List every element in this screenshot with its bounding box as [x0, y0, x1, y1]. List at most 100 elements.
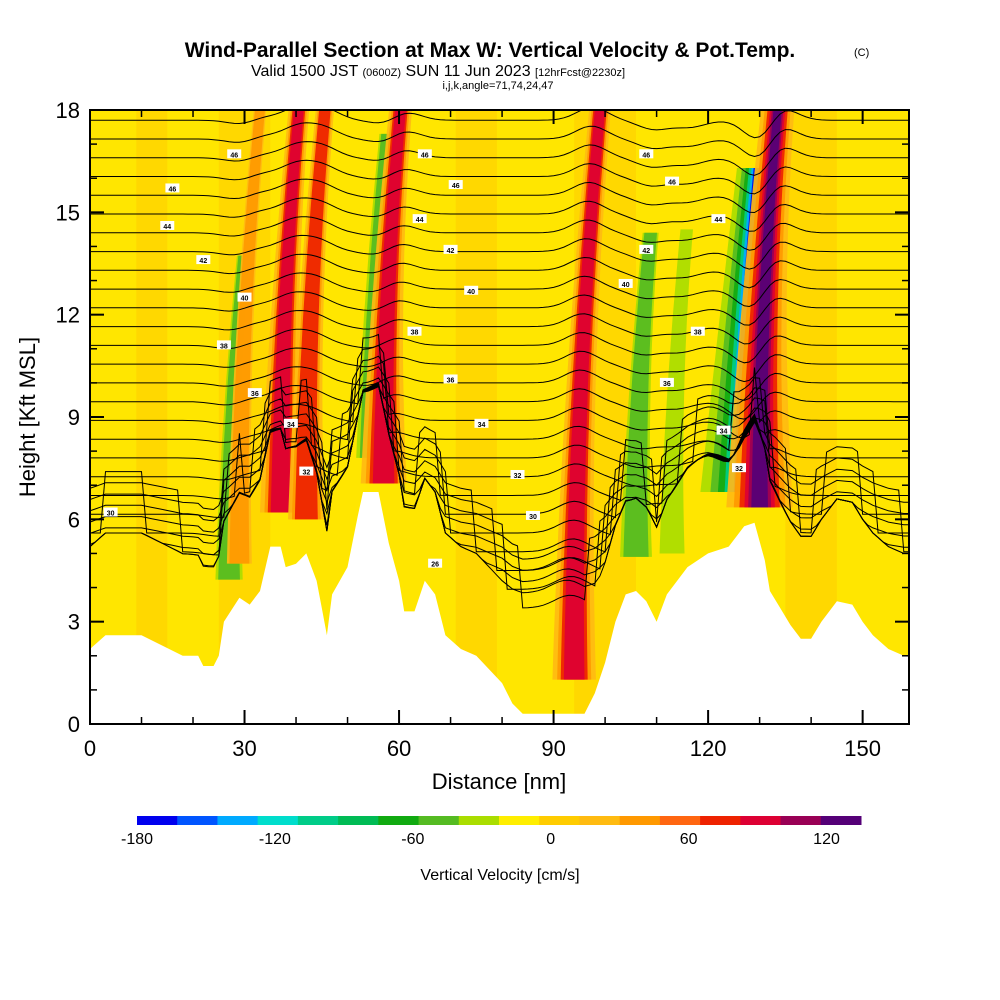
isentrope-label: 36 — [659, 377, 674, 388]
isentrope-line — [90, 110, 909, 139]
isentrope-label: 32 — [299, 466, 314, 477]
isentrope-label-bg — [464, 285, 479, 295]
isentrope-label-text: 32 — [514, 473, 522, 480]
isentrope-line — [90, 385, 909, 523]
isentrope-label-text: 32 — [302, 470, 310, 477]
isentrope-label-text: 44 — [416, 217, 424, 224]
isentrope-line — [90, 309, 909, 345]
isentrope-label-text: 38 — [694, 330, 702, 337]
isentrope-line — [90, 377, 909, 487]
isentrope-label-bg — [474, 418, 489, 428]
isentrope-label-text: 32 — [735, 466, 743, 473]
isentrope-label-text: 26 — [431, 562, 439, 569]
x-tick-label: 0 — [84, 736, 96, 761]
isentrope-label: 40 — [618, 278, 633, 289]
colorbar-swatch — [297, 816, 339, 825]
isentrope-label-bg — [639, 149, 654, 159]
isentrope-label-text: 34 — [287, 422, 295, 429]
isentrope-label: 38 — [407, 326, 422, 337]
isentrope-label-bg — [732, 463, 747, 473]
colorbar-swatch — [539, 816, 580, 825]
isentrope-label: 46 — [448, 180, 463, 190]
y-tick-label: 15 — [56, 200, 80, 225]
colorbar-swatch — [619, 816, 661, 825]
updraft-plume — [294, 110, 331, 520]
isentrope-label-text: 34 — [720, 429, 728, 436]
isentrope-label-text: 30 — [107, 511, 115, 518]
x-tick-label: 150 — [844, 736, 881, 761]
isentrope-label-text: 36 — [251, 391, 259, 398]
isentrope-label: 42 — [443, 244, 458, 255]
isentrope-label: 46 — [227, 149, 242, 159]
copyright-mark: (C) — [854, 47, 869, 59]
isentrope-label-bg — [227, 149, 242, 159]
colorbar-tick-label: -120 — [259, 831, 291, 848]
isentrope-label-text: 46 — [642, 152, 650, 159]
isentrope-line — [90, 291, 909, 326]
colorbar-swatch — [418, 816, 460, 825]
colorbar-swatch — [217, 816, 259, 825]
colorbar-swatch — [137, 816, 178, 825]
isentrope-label-bg — [407, 326, 422, 336]
downdraft-plume — [659, 229, 693, 554]
y-tick-label: 6 — [68, 507, 80, 532]
y-tick-label: 3 — [68, 610, 80, 635]
isentrope-label-text: 38 — [411, 330, 419, 337]
isentrope-label-bg — [443, 244, 458, 254]
colorbar-swatch — [499, 816, 540, 825]
isentrope-line — [90, 333, 909, 420]
isentrope-label-bg — [165, 183, 180, 193]
colorbar-swatch — [338, 816, 379, 825]
isentrope-label: 44 — [711, 214, 726, 224]
colorbar-tick-label: 0 — [546, 831, 555, 848]
isentrope-line — [90, 366, 909, 469]
isentrope-label-bg — [711, 214, 726, 224]
isentrope-label-bg — [216, 340, 231, 350]
x-tick-label: 90 — [541, 736, 565, 761]
isentrope-line — [90, 178, 909, 214]
isentrope-label: 32 — [510, 469, 525, 480]
isentrope-label-bg — [428, 558, 443, 568]
isentrope-label-bg — [443, 374, 458, 384]
isentrope-label-bg — [299, 466, 314, 476]
colorbar-swatch — [177, 816, 218, 825]
isentrope-label-bg — [103, 507, 118, 517]
isentrope-label-bg — [448, 180, 463, 190]
isentrope-line — [90, 122, 909, 158]
isentrope-label: 44 — [160, 220, 175, 231]
colorbar-swatch — [740, 816, 782, 825]
plot-area: 46 46 46 46 46 46 44 44 44 42 42 42 40 40 40 38 38 38 36 36… — [90, 110, 909, 724]
y-tick-label: 12 — [56, 303, 80, 328]
isentrope-label: 46 — [165, 183, 180, 193]
isentrope-label-bg — [659, 377, 674, 387]
isentrope-line — [90, 383, 909, 609]
isentrope-label: 32 — [732, 463, 747, 473]
colorbar-tick-label: 60 — [680, 831, 698, 848]
isentrope-label-text: 42 — [199, 258, 207, 265]
updraft-plume — [372, 110, 406, 484]
isentrope-label: 38 — [690, 326, 705, 337]
isentrope-line — [90, 272, 909, 308]
isentrope-label: 42 — [639, 244, 654, 255]
isentrope-label: 46 — [665, 176, 680, 187]
colorbar-swatch — [659, 816, 701, 825]
isentrope-label-bg — [247, 388, 262, 398]
isentrope-label: 42 — [196, 255, 211, 265]
isentrope-line — [90, 344, 909, 439]
isentrope-label: 26 — [428, 558, 443, 569]
isentrope-label-text: 46 — [668, 180, 676, 187]
isentrope-line — [90, 355, 909, 452]
isentrope-line — [90, 197, 909, 232]
isentrope-label-text: 46 — [169, 186, 177, 193]
isentrope-label-text: 44 — [163, 224, 171, 231]
y-tick-label: 18 — [56, 98, 80, 123]
isentrope-label: 30 — [525, 510, 540, 521]
isentrope-label-text: 42 — [642, 248, 650, 255]
colorbar-swatch — [820, 816, 862, 825]
isentrope-label: 36 — [443, 374, 458, 384]
isentrope-line — [90, 234, 909, 270]
isentrope-label-text: 42 — [447, 248, 455, 255]
x-tick-label: 60 — [387, 736, 411, 761]
isentrope-label-bg — [417, 149, 432, 159]
